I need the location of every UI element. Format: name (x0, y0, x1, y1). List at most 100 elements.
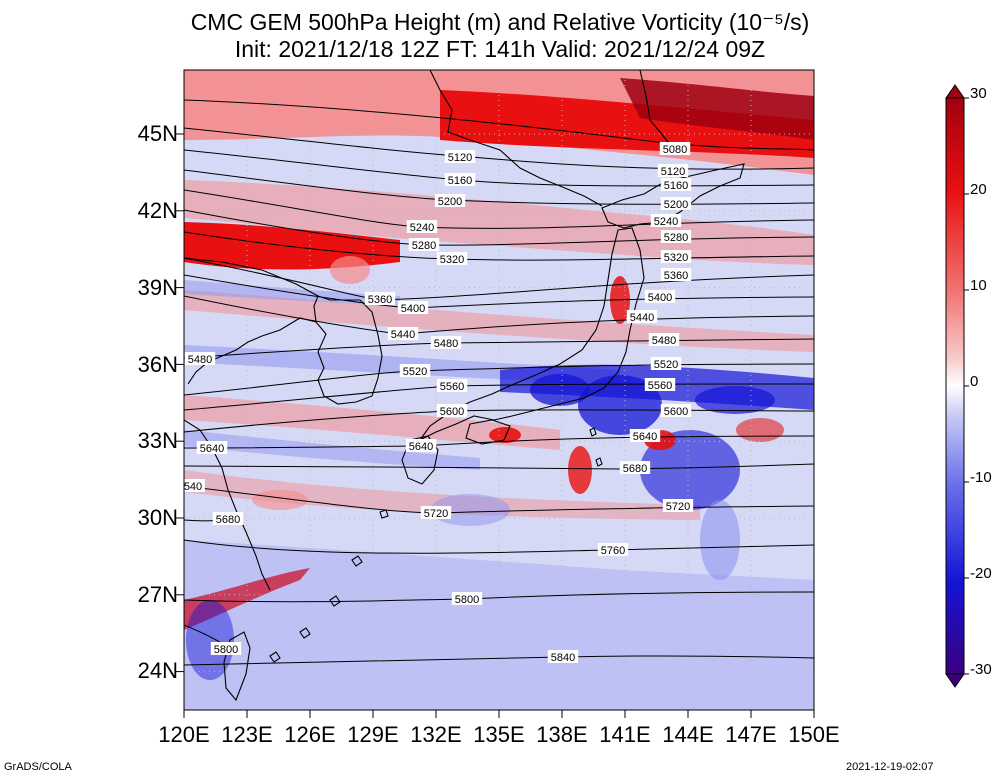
contour-label: 5480 (652, 335, 676, 347)
contour-label-box (644, 378, 676, 391)
contour-label-box (660, 250, 692, 263)
contour-label-box (650, 357, 682, 370)
vorticity-band (184, 568, 310, 630)
contour-label-box (660, 230, 692, 243)
height-contour (184, 189, 814, 229)
contour-label: 5600 (440, 406, 464, 418)
contour-label-box (406, 220, 438, 233)
contour-label: 5280 (412, 240, 436, 252)
contour-label-box (405, 439, 437, 452)
contour-label-box (184, 479, 205, 492)
contour-label: 5640 (409, 441, 433, 453)
colorbar-label: 30 (970, 85, 987, 102)
contour-label: 5440 (391, 329, 415, 341)
contour-label-box (399, 364, 431, 377)
contour-label: 5200 (664, 199, 688, 211)
generation-timestamp: 2021-12-19-02:07 (846, 761, 934, 773)
contour-label: 5760 (601, 545, 625, 557)
height-contour (184, 257, 814, 301)
contour-label-box (420, 506, 452, 519)
contour-label: 5120 (448, 152, 472, 164)
colorbar-body (945, 97, 965, 675)
contour-label-box (660, 178, 692, 191)
contour-label-box (212, 512, 244, 525)
lon-label: 138E (536, 722, 588, 747)
contour-label: 5480 (434, 338, 458, 350)
vorticity-cell (695, 386, 775, 414)
lat-label: 24N (137, 658, 178, 683)
height-contour (184, 463, 814, 470)
graticule (184, 70, 814, 710)
lon-label: 123E (221, 722, 273, 747)
height-contour (184, 539, 814, 554)
vorticity-cell (640, 430, 740, 510)
contour-label: 5680 (623, 463, 647, 475)
colorbar-max-arrow (945, 84, 965, 99)
contour-label-box (408, 238, 440, 251)
vorticity-cell (736, 418, 784, 442)
contour-label-box (629, 429, 661, 442)
contour-labels: 5080 5120 5120 5160 5160 5200 5200 5240 5240 5280… (184, 142, 694, 664)
contour-label-box (397, 301, 429, 314)
lat-label: 33N (137, 428, 178, 453)
contour-label-box (436, 379, 468, 392)
contour-label: 5720 (666, 501, 690, 513)
contour-label: 540 (184, 481, 202, 493)
vorticity-cell (530, 374, 590, 406)
contour-label: 5800 (214, 644, 238, 656)
vorticity-cell (186, 600, 234, 680)
contour-label: 5160 (664, 180, 688, 192)
vorticity-cell (252, 490, 308, 510)
lat-label: 36N (137, 352, 178, 377)
contour-label-box (436, 404, 468, 417)
contour-label-box (434, 194, 466, 207)
vorticity-cell (489, 427, 521, 443)
contour-label: 5640 (633, 431, 657, 443)
contour-label: 5160 (448, 175, 472, 187)
contour-label: 5360 (368, 294, 392, 306)
contour-label: 5200 (438, 196, 462, 208)
lon-label: 126E (284, 722, 336, 747)
vorticity-cell (568, 446, 592, 494)
contour-label: 5640 (200, 443, 224, 455)
axis-ticks (176, 133, 815, 718)
colorbar (945, 84, 969, 688)
lat-label: 27N (137, 582, 178, 607)
contour-label-box (451, 592, 483, 605)
contour-label: 5840 (551, 652, 575, 664)
contour-label: 5560 (648, 380, 672, 392)
contour-label-box (196, 441, 228, 454)
contour-label-box (430, 336, 462, 349)
lon-label: 141E (599, 722, 651, 747)
contour-label: 5480 (188, 354, 212, 366)
height-contour (184, 99, 814, 151)
contour-label-box (210, 642, 242, 655)
vorticity-band (184, 430, 480, 470)
vorticity-band (440, 90, 814, 158)
contour-label-box (597, 543, 629, 556)
contour-label-box (662, 499, 694, 512)
contour-label-box (619, 461, 651, 474)
lon-label: 120E (158, 722, 210, 747)
lon-label: 129E (347, 722, 399, 747)
contour-label: 5440 (630, 312, 654, 324)
contour-label: 5240 (410, 222, 434, 234)
contour-label-box (659, 142, 691, 155)
vorticity-band (184, 470, 700, 520)
vorticity-field (184, 70, 814, 710)
contour-label: 5280 (664, 232, 688, 244)
contour-label-box (436, 252, 468, 265)
vorticity-cell (700, 500, 740, 580)
contour-label: 5240 (654, 216, 678, 228)
contour-label-box (660, 197, 692, 210)
contour-label: 5720 (424, 508, 448, 520)
colorbar-min-arrow (945, 673, 965, 688)
lat-label: 42N (137, 198, 178, 223)
lon-label: 150E (788, 722, 840, 747)
lon-label: 147E (725, 722, 777, 747)
contour-label: 5400 (401, 303, 425, 315)
contour-label: 5400 (648, 292, 672, 304)
contour-label-box (660, 268, 692, 281)
contour-label: 5600 (664, 406, 688, 418)
